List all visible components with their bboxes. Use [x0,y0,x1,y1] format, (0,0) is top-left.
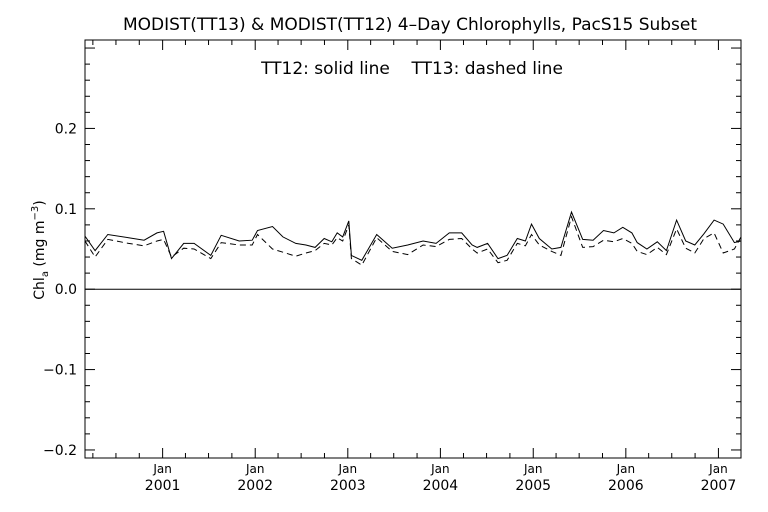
y-axis-label: Chla (mg m−3) [30,200,51,299]
x-tick-year-label: 2003 [330,478,366,494]
line-style-annotation: TT12: solid line TT13: dashed line [260,59,563,79]
x-tick-year-label: 2007 [701,478,737,494]
x-axis-ticks: Jan 2001 Jan 2002 Jan 2003 Jan 2004 Jan 2005 Jan 20… [92,40,737,494]
x-tick-month-label: Jan [616,462,636,476]
y-axis-label-main: Chl [32,277,48,300]
series-line-tt12 [85,210,741,261]
series-line-tt13 [85,215,741,266]
x-tick-year-label: 2002 [237,478,273,494]
x-tick-month-label: Jan [245,462,265,476]
series-lines [85,210,741,266]
plot-frame [84,39,742,459]
y-tick-label: 0.0 [55,282,77,298]
plot-border [84,39,742,459]
x-tick-month-label: Jan [338,462,358,476]
y-axis-label-unit-close: ) [32,200,48,205]
y-tick-label: 0.2 [55,121,77,137]
x-tick-year-label: 2006 [608,478,644,494]
y-tick-label: −0.1 [43,363,77,379]
y-axis-label-unit-open: (mg m [32,221,48,272]
y-axis-ticks: −0.2 −0.1 0.0 0.1 0.2 [43,47,741,459]
y-tick-label: −0.2 [43,443,77,459]
x-tick-year-label: 2001 [145,478,181,494]
x-tick-month-label: Jan [523,462,543,476]
x-tick-year-label: 2005 [515,478,551,494]
y-axis-label-subscript: a [40,271,51,277]
x-tick-month-label: Jan [708,462,728,476]
y-axis-label-unit-superscript: −3 [30,206,41,221]
x-tick-month-label: Jan [430,462,450,476]
y-tick-label: 0.1 [55,202,77,218]
x-tick-month-label: Jan [152,462,172,476]
chart-title: MODIST(TT13) & MODIST(TT12) 4–Day Chloro… [123,15,697,35]
x-tick-year-label: 2004 [423,478,459,494]
